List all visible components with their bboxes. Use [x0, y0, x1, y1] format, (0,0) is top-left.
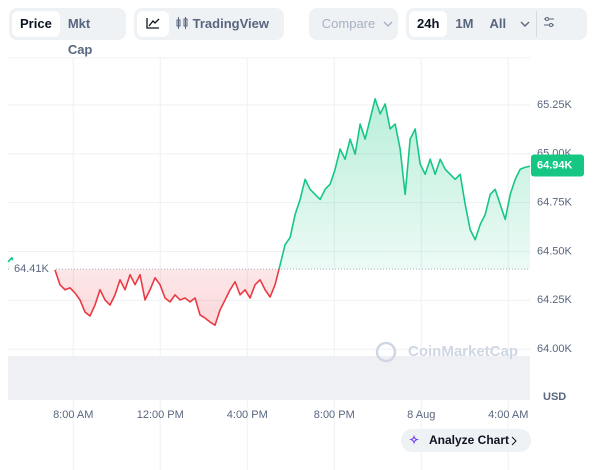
range-button[interactable]: All	[489, 16, 507, 31]
price-button[interactable]: Price	[12, 11, 60, 37]
compare-dropdown[interactable]: Compare	[309, 8, 398, 40]
analyze-label: Analyze Chart	[429, 433, 509, 447]
x-tick-label: 8 Aug	[407, 409, 435, 421]
analyze-chevron	[511, 436, 517, 446]
x-tick-label: 4:00 PM	[227, 409, 268, 421]
y-tick-label: 64.00K	[537, 343, 573, 355]
analyze-icon: ✧	[409, 433, 419, 447]
chevron	[383, 21, 393, 27]
x-tick-label: 8:00 PM	[314, 409, 355, 421]
watermark-logo	[375, 341, 397, 363]
y-tick-label: 64.75K	[537, 197, 573, 209]
range-toggle: 24h 1M All	[406, 8, 587, 40]
line-button[interactable]	[137, 11, 169, 37]
volume-band	[8, 356, 530, 400]
y-tick-label: 64.50K	[537, 245, 573, 257]
compare-label: Compare	[321, 16, 376, 31]
area-fill	[8, 98, 530, 326]
x-tick-label: 8:00 AM	[53, 409, 93, 421]
mkt-cap-button[interactable]: Mkt Cap	[67, 16, 93, 57]
range-button[interactable]: 24h	[409, 11, 448, 37]
watermark: CoinMarketCap	[408, 343, 518, 360]
range-dropdown[interactable]	[514, 11, 536, 37]
range-button[interactable]: 1M	[455, 16, 474, 31]
y-tick-label: 65.25K	[537, 99, 573, 111]
settings-button[interactable]	[536, 11, 561, 37]
y-axis-unit: USD	[543, 391, 566, 403]
tradingview-button[interactable]: TradingView	[169, 11, 275, 37]
tradingview-label: TradingView	[192, 16, 269, 31]
price-toggle: Price Mkt Cap	[9, 8, 126, 57]
baseline-label: 64.41K	[14, 263, 50, 275]
x-tick-label: 12:00 PM	[137, 409, 184, 421]
x-tick-label: 4:00 AM	[488, 409, 528, 421]
last-price-badge	[531, 154, 584, 177]
chart-style-toggle: TradingView	[134, 8, 284, 40]
y-tick-label: 64.25K	[537, 294, 573, 306]
analyze-button[interactable]	[401, 429, 531, 452]
baseline-badge	[10, 260, 54, 279]
last-price-label: 64.94K	[537, 159, 573, 171]
